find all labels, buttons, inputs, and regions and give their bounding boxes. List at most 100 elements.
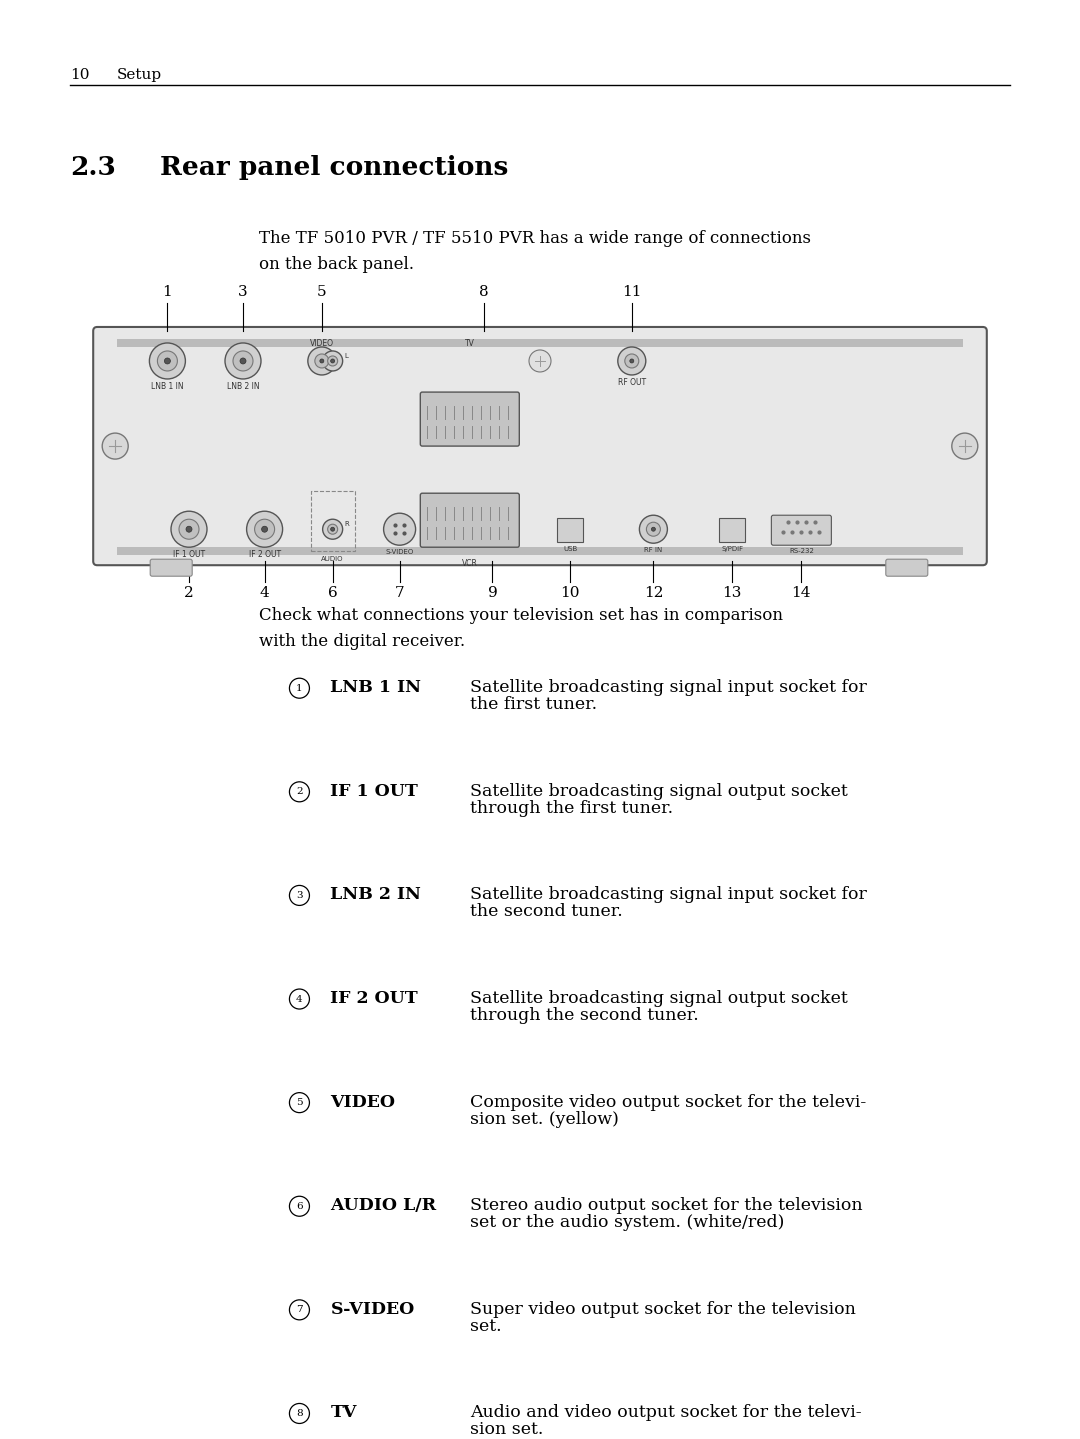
Text: 4: 4 [296,994,302,1003]
FancyBboxPatch shape [150,560,192,576]
Circle shape [289,1403,310,1423]
Circle shape [625,354,638,368]
Text: 1: 1 [296,684,302,692]
Text: S-VIDEO: S-VIDEO [330,1301,415,1318]
Circle shape [639,515,667,543]
Circle shape [289,989,310,1009]
Text: 2: 2 [296,787,302,796]
Circle shape [289,885,310,905]
Text: S/PDIF: S/PDIF [721,547,743,553]
Text: VIDEO: VIDEO [330,1094,395,1111]
Text: Setup: Setup [117,68,162,82]
Text: S-VIDEO: S-VIDEO [386,550,414,555]
Text: 2.3: 2.3 [70,155,116,180]
Text: Satellite broadcasting signal output socket: Satellite broadcasting signal output soc… [470,783,848,800]
Text: 6: 6 [296,1202,302,1210]
Circle shape [261,527,268,532]
Text: VIDEO: VIDEO [310,340,334,348]
Text: LNB 2 IN: LNB 2 IN [330,886,421,904]
Text: 11: 11 [622,285,642,299]
Text: the first tuner.: the first tuner. [470,696,597,714]
Text: with the digital receiver.: with the digital receiver. [259,633,465,650]
Circle shape [164,358,171,364]
Text: IF 2 OUT: IF 2 OUT [330,990,418,1007]
Text: 4: 4 [259,586,270,600]
Text: 9: 9 [487,586,498,600]
Circle shape [149,342,186,378]
Circle shape [246,511,283,547]
Text: 2: 2 [184,586,194,600]
Text: 14: 14 [792,586,811,600]
Text: 13: 13 [723,586,742,600]
Circle shape [315,354,328,368]
Text: through the first tuner.: through the first tuner. [470,800,673,817]
Text: Super video output socket for the television: Super video output socket for the televi… [470,1301,855,1318]
Text: Stereo audio output socket for the television: Stereo audio output socket for the telev… [470,1197,863,1215]
Circle shape [255,519,274,540]
Text: 6: 6 [327,586,338,600]
Text: TV: TV [330,1404,356,1422]
Text: 10: 10 [561,586,580,600]
Circle shape [383,514,416,545]
Text: VCR: VCR [462,560,477,568]
Circle shape [225,342,261,378]
Text: sion set. (yellow): sion set. (yellow) [470,1111,619,1128]
Text: sion set.: sion set. [470,1422,543,1439]
Circle shape [327,524,338,534]
FancyBboxPatch shape [771,515,832,545]
Circle shape [529,350,551,371]
Text: Audio and video output socket for the televi-: Audio and video output socket for the te… [470,1404,862,1422]
Text: IF 2 OUT: IF 2 OUT [248,550,281,560]
Text: RS-232: RS-232 [788,548,814,554]
Text: AUDIO: AUDIO [322,557,343,563]
Text: AUDIO L/R: AUDIO L/R [330,1197,436,1215]
Text: on the back panel.: on the back panel. [259,256,415,273]
Circle shape [289,1196,310,1216]
FancyBboxPatch shape [420,391,519,446]
Text: RF IN: RF IN [645,547,662,553]
Circle shape [289,781,310,802]
Circle shape [171,511,207,547]
Circle shape [289,1299,310,1320]
Text: through the second tuner.: through the second tuner. [470,1007,699,1025]
FancyBboxPatch shape [719,518,745,543]
Text: Satellite broadcasting signal input socket for: Satellite broadcasting signal input sock… [470,679,866,696]
Text: RF OUT: RF OUT [618,378,646,387]
Text: 8: 8 [296,1409,302,1417]
Text: 8: 8 [480,285,488,299]
Text: Composite video output socket for the televi-: Composite video output socket for the te… [470,1094,866,1111]
Text: 7: 7 [395,586,404,600]
Bar [118,340,962,347]
Text: TV: TV [464,340,475,348]
Text: Check what connections your television set has in comparison: Check what connections your television s… [259,607,783,625]
Text: LNB 1 IN: LNB 1 IN [330,679,421,696]
Circle shape [289,678,310,698]
Text: 10: 10 [70,68,90,82]
Circle shape [647,522,660,537]
Circle shape [179,519,199,540]
Circle shape [233,351,253,371]
Circle shape [308,347,336,376]
FancyBboxPatch shape [886,560,928,576]
Circle shape [651,527,656,531]
Circle shape [327,355,338,366]
Text: 7: 7 [296,1305,302,1314]
Text: 12: 12 [644,586,663,600]
Circle shape [323,351,342,371]
Circle shape [158,351,177,371]
Text: The TF 5010 PVR / TF 5510 PVR has a wide range of connections: The TF 5010 PVR / TF 5510 PVR has a wide… [259,230,811,248]
Text: IF 1 OUT: IF 1 OUT [173,550,205,560]
Text: R: R [345,521,350,527]
Text: USB: USB [563,547,578,553]
FancyBboxPatch shape [557,518,583,543]
FancyBboxPatch shape [93,327,987,566]
Text: 3: 3 [239,285,247,299]
Text: set.: set. [470,1318,501,1335]
Circle shape [951,433,977,459]
Text: 5: 5 [296,1098,302,1107]
Circle shape [186,527,192,532]
Text: 3: 3 [296,891,302,899]
Text: L: L [345,353,349,358]
Circle shape [330,527,335,531]
Circle shape [330,358,335,363]
